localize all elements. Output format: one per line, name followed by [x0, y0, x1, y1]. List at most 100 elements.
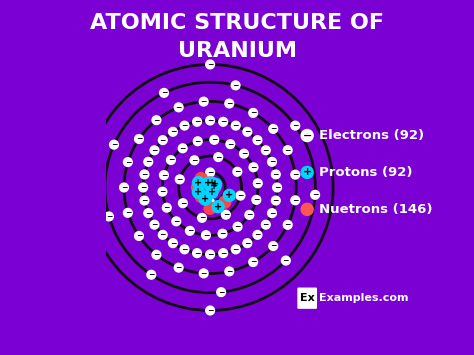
Text: −: −	[255, 179, 261, 188]
Text: −: −	[153, 116, 160, 125]
Text: −: −	[226, 267, 232, 276]
Circle shape	[140, 196, 149, 205]
Circle shape	[268, 209, 276, 218]
Circle shape	[169, 239, 177, 247]
Text: −: −	[170, 127, 176, 136]
Circle shape	[209, 181, 220, 193]
Text: −: −	[136, 135, 142, 143]
Text: −: −	[141, 170, 147, 179]
Circle shape	[201, 231, 210, 240]
Circle shape	[236, 191, 245, 200]
Circle shape	[214, 153, 223, 162]
Circle shape	[262, 146, 270, 155]
Circle shape	[193, 118, 201, 126]
FancyBboxPatch shape	[297, 288, 317, 309]
Text: −: −	[226, 99, 232, 108]
Circle shape	[158, 230, 167, 239]
Text: −: −	[191, 156, 198, 165]
Text: −: −	[254, 136, 261, 144]
Circle shape	[123, 158, 132, 166]
Circle shape	[163, 203, 171, 212]
Circle shape	[144, 158, 153, 166]
Circle shape	[199, 179, 211, 191]
Circle shape	[243, 127, 252, 136]
Circle shape	[231, 121, 240, 130]
Text: −: −	[173, 217, 180, 226]
Text: −: −	[125, 208, 131, 217]
Text: −: −	[140, 183, 146, 192]
Text: −: −	[180, 144, 186, 153]
Text: −: −	[121, 183, 127, 192]
Text: −: −	[182, 121, 188, 130]
Circle shape	[231, 245, 240, 254]
Circle shape	[199, 97, 208, 106]
Text: −: −	[170, 239, 176, 248]
Circle shape	[282, 256, 290, 265]
Circle shape	[301, 203, 313, 215]
Text: ATOMIC STRUCTURE OF: ATOMIC STRUCTURE OF	[90, 13, 384, 33]
Text: +: +	[194, 178, 202, 188]
Text: −: −	[232, 81, 239, 90]
Circle shape	[147, 271, 155, 279]
Circle shape	[140, 170, 149, 179]
Text: +: +	[204, 178, 212, 188]
Circle shape	[204, 181, 216, 193]
Circle shape	[206, 306, 215, 315]
Text: −: −	[111, 140, 117, 149]
Circle shape	[301, 130, 313, 142]
Circle shape	[202, 177, 214, 189]
Circle shape	[195, 190, 207, 202]
Circle shape	[123, 208, 132, 217]
Circle shape	[192, 186, 204, 198]
Text: −: −	[270, 124, 276, 133]
Circle shape	[311, 190, 319, 199]
Text: Electrons (92): Electrons (92)	[319, 129, 424, 142]
Text: +: +	[208, 187, 216, 197]
Text: −: −	[223, 210, 229, 219]
Circle shape	[221, 210, 230, 219]
Text: −: −	[237, 191, 244, 200]
Text: +: +	[211, 180, 219, 190]
Text: −: −	[207, 116, 213, 125]
Text: −: −	[199, 213, 205, 222]
Circle shape	[272, 170, 280, 179]
Circle shape	[178, 144, 187, 153]
Text: −: −	[270, 241, 276, 251]
Circle shape	[212, 201, 224, 213]
Text: −: −	[151, 220, 158, 229]
Circle shape	[105, 212, 113, 221]
Text: −: −	[145, 157, 151, 166]
Text: −: −	[177, 175, 183, 184]
Text: −: −	[273, 196, 279, 205]
Circle shape	[249, 163, 258, 171]
Circle shape	[219, 118, 228, 126]
Text: −: −	[207, 60, 213, 69]
Text: −: −	[233, 121, 239, 130]
Text: −: −	[218, 288, 224, 297]
Text: +: +	[214, 202, 222, 212]
Text: −: −	[203, 231, 209, 240]
Circle shape	[160, 88, 168, 97]
Circle shape	[195, 173, 207, 185]
Circle shape	[269, 242, 278, 250]
Text: −: −	[283, 256, 289, 265]
Text: −: −	[194, 117, 200, 126]
Text: +: +	[225, 190, 233, 201]
Circle shape	[283, 220, 292, 229]
Text: −: −	[207, 198, 213, 207]
Circle shape	[272, 196, 280, 205]
Text: Ex: Ex	[300, 293, 315, 303]
Text: −: −	[269, 157, 275, 166]
Text: +: +	[194, 187, 202, 197]
Text: −: −	[153, 250, 160, 259]
Circle shape	[199, 269, 208, 278]
Text: −: −	[161, 88, 167, 97]
Circle shape	[219, 249, 228, 257]
Circle shape	[253, 230, 262, 239]
Circle shape	[291, 196, 300, 205]
Text: −: −	[194, 248, 200, 258]
Circle shape	[231, 81, 240, 90]
Circle shape	[150, 220, 159, 229]
Circle shape	[190, 156, 199, 165]
Text: −: −	[220, 248, 227, 258]
